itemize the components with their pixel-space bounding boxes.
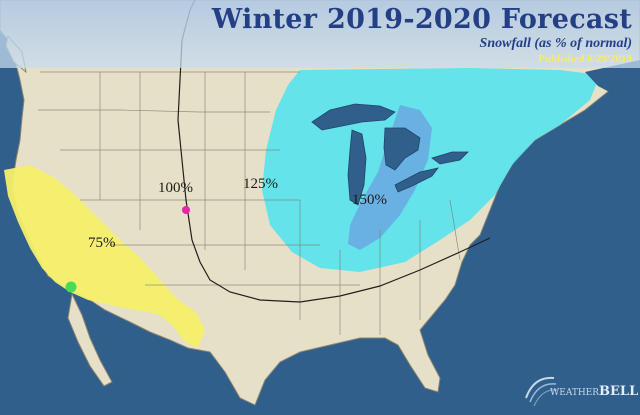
lake-michigan [347, 129, 367, 206]
magenta-marker [182, 206, 190, 214]
zone-label-75: 75% [88, 235, 116, 251]
published-date: Published 8/29/2019 [538, 53, 632, 65]
logo-text: WEATHERBELL [550, 384, 638, 399]
zone-label-150: 150% [352, 192, 387, 208]
green-marker [65, 281, 77, 293]
lake-erie [394, 167, 439, 193]
logo-text-small: WEATHER [550, 388, 600, 398]
lake-ontario [431, 151, 469, 165]
logo-text-big: BELL [599, 384, 639, 399]
map-subtitle: Snowfall (as % of normal) [479, 36, 632, 51]
weatherbell-logo: WEATHERBELL [520, 368, 638, 408]
zone-label-125: 125% [243, 176, 278, 192]
title-band [0, 0, 640, 68]
lake-superior [311, 103, 396, 131]
baja-peninsula [67, 292, 113, 387]
page-title: Winter 2019-2020 Forecast [211, 4, 632, 35]
zone-75-area [4, 165, 205, 348]
zone-label-100: 100% [158, 180, 193, 196]
logo-swirl-icon [525, 376, 559, 407]
lake-huron [383, 127, 421, 171]
gulf-of-st-lawrence [585, 60, 640, 100]
